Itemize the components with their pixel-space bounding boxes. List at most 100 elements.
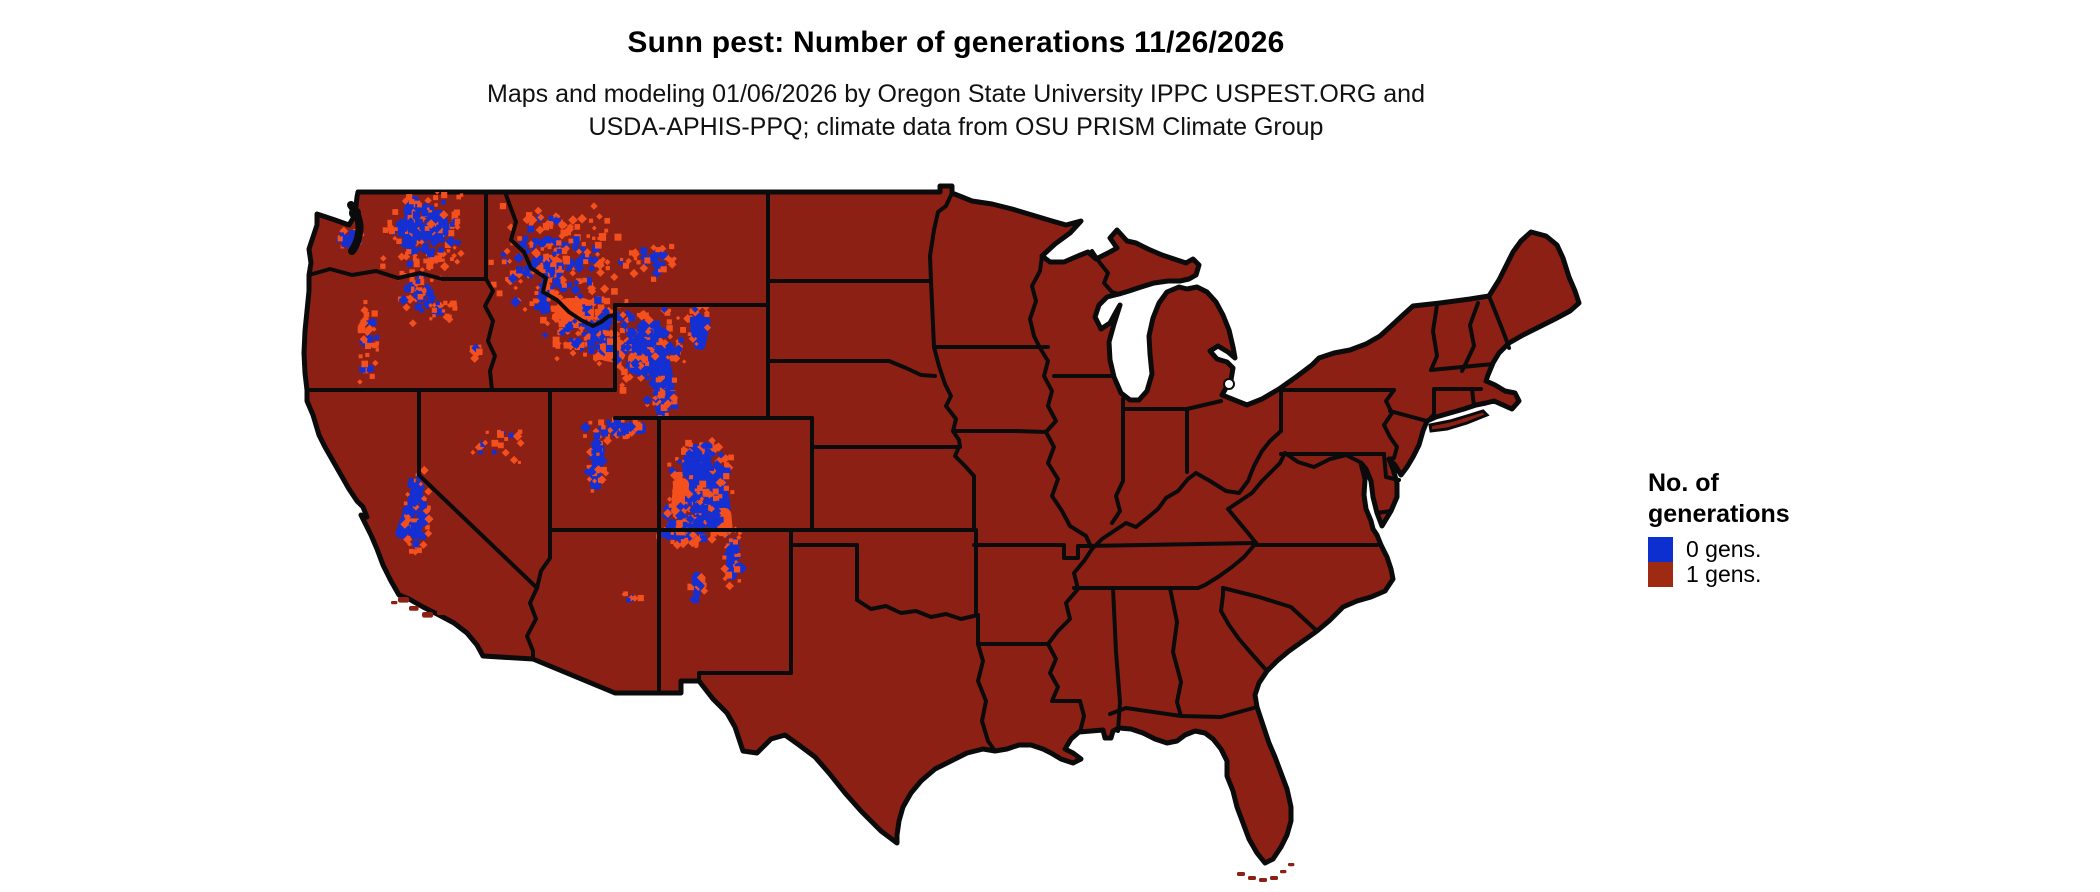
speckle: [648, 360, 657, 369]
speckle: [710, 501, 717, 507]
speckle: [619, 257, 624, 262]
state-border-line: [1429, 362, 1495, 372]
speckle: [589, 439, 600, 449]
speckle: [501, 448, 510, 457]
speckle: [452, 245, 457, 250]
speckle: [411, 490, 417, 497]
speckle: [709, 466, 715, 471]
speckle: [716, 500, 722, 507]
speckle: [578, 341, 585, 348]
speckle: [681, 521, 688, 528]
channel-island: [422, 612, 434, 618]
speckle: [397, 218, 405, 226]
speckle: [685, 439, 692, 447]
speckle: [411, 526, 422, 537]
speckle: [553, 255, 560, 263]
speckle: [563, 230, 569, 235]
speckle: [676, 458, 683, 465]
speckle: [694, 503, 700, 509]
speckle: [422, 204, 428, 210]
speckle: [655, 377, 662, 383]
speckle: [605, 353, 611, 360]
speckle: [594, 241, 602, 249]
speckle: [595, 330, 601, 337]
speckle: [611, 288, 618, 295]
speckle: [621, 368, 628, 376]
speckle: [419, 540, 428, 549]
speckle: [417, 293, 424, 300]
speckle: [408, 548, 414, 554]
speckle: [523, 235, 529, 241]
channel-island: [398, 597, 410, 603]
speckle: [450, 222, 455, 227]
speckle: [403, 513, 411, 521]
speckle: [706, 462, 713, 468]
speckle: [404, 525, 411, 532]
speckle: [419, 465, 429, 475]
speckle: [516, 439, 525, 448]
speckle: [442, 222, 449, 230]
speckle: [666, 319, 672, 325]
speckle: [644, 257, 651, 264]
speckle: [601, 429, 608, 437]
speckle: [658, 326, 663, 332]
speckle: [361, 360, 369, 368]
speckle: [691, 464, 697, 470]
channel-island: [437, 611, 445, 615]
speckle: [414, 303, 422, 311]
florida-key: [1288, 863, 1295, 867]
speckle: [666, 325, 673, 332]
speckle: [556, 240, 562, 246]
speckle: [535, 225, 545, 235]
speckle: [692, 515, 704, 528]
state-border-line: [1219, 586, 1269, 673]
speckle: [571, 318, 578, 324]
speckle: [417, 278, 425, 286]
speckle: [421, 242, 429, 250]
speckle: [429, 205, 435, 211]
speckle: [697, 485, 703, 492]
speckle: [614, 361, 622, 369]
state-border-line: [1090, 249, 1121, 296]
speckle: [691, 575, 698, 581]
speckle: [534, 304, 540, 310]
speckle: [424, 524, 430, 530]
speckle: [604, 228, 609, 233]
speckle: [569, 269, 577, 277]
speckle: [690, 580, 697, 587]
state-border-line: [928, 191, 954, 283]
speckle: [669, 243, 675, 250]
speckle: [729, 559, 735, 564]
speckle: [496, 290, 503, 297]
speckle: [419, 501, 427, 509]
speckle: [627, 327, 635, 335]
speckle: [708, 436, 716, 445]
speckle: [701, 505, 709, 513]
speckle: [503, 247, 511, 255]
speckle: [639, 366, 650, 378]
speckle: [558, 320, 566, 328]
speckle: [723, 485, 729, 491]
speckle: [682, 470, 690, 477]
speckle: [706, 520, 713, 527]
speckle: [629, 268, 639, 279]
speckle: [600, 466, 607, 474]
speckle: [528, 215, 538, 225]
speckle: [697, 499, 704, 506]
speckle: [606, 338, 614, 345]
speckle: [587, 470, 593, 476]
speckle: [566, 223, 574, 231]
speckle: [642, 395, 653, 405]
state-border-line: [953, 445, 976, 532]
speckle: [660, 404, 668, 412]
speckle: [594, 296, 602, 304]
speckle: [588, 420, 593, 425]
speckle: [649, 348, 655, 354]
speckle: [688, 468, 696, 476]
speckle: [412, 211, 421, 219]
speckle: [694, 341, 699, 346]
speckle: [437, 257, 442, 262]
legend-swatch-0-gens: [1648, 537, 1673, 562]
speckle: [529, 301, 535, 307]
